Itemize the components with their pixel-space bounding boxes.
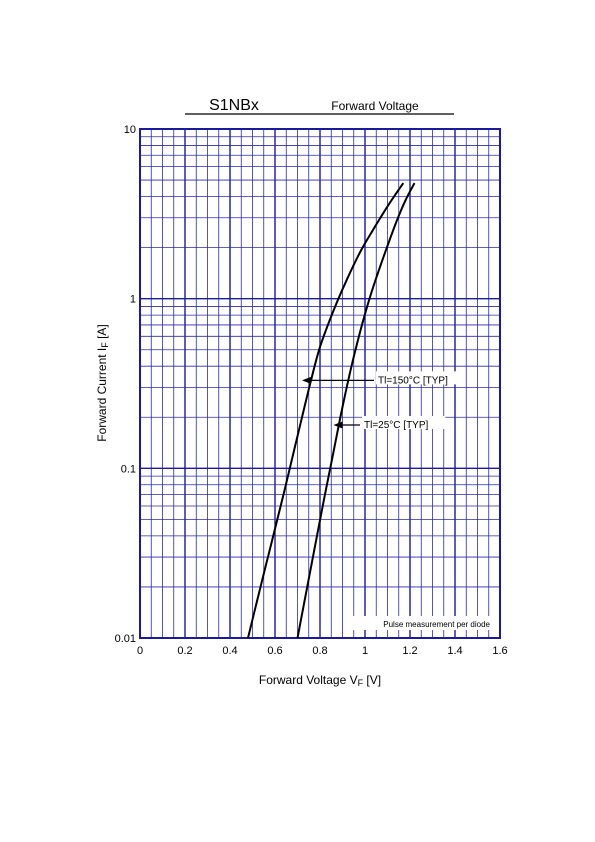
x-tick-label: 1.6 bbox=[492, 645, 507, 657]
x-tick-label: 0 bbox=[137, 645, 143, 657]
annotation-150c: Tl=150°C [TYP] bbox=[378, 375, 448, 386]
y-tick-label: 1 bbox=[130, 294, 136, 306]
y-axis-label-main: Forward Current I bbox=[95, 348, 109, 442]
annotation-background bbox=[376, 371, 466, 385]
series-150c-line bbox=[247, 182, 405, 639]
chart-title: S1NBx bbox=[209, 97, 259, 114]
x-axis-label-unit: [V] bbox=[363, 673, 381, 687]
x-axis-label-subscript: F bbox=[358, 678, 364, 688]
x-tick-label: 1.2 bbox=[402, 645, 417, 657]
x-tick-label: 0.6 bbox=[267, 645, 282, 657]
y-tick-label: 0.01 bbox=[115, 633, 136, 645]
series-annotations: Tl=150°C [TYP] Tl=25°C [TYP] bbox=[302, 371, 466, 431]
x-tick-label: 1 bbox=[362, 645, 368, 657]
x-tick-label: 0.8 bbox=[312, 645, 327, 657]
y-tick-labels: 0.01 0.1 1 10 bbox=[115, 124, 136, 645]
annotation-arrowhead bbox=[333, 421, 343, 429]
x-tick-label: 0.2 bbox=[177, 645, 192, 657]
x-axis-label-main: Forward Voltage V bbox=[259, 673, 358, 687]
annotation-25c: Tl=25°C [TYP] bbox=[364, 420, 429, 431]
chart-grid bbox=[139, 129, 501, 639]
y-axis-label: Forward Current IF [A] bbox=[95, 324, 110, 442]
annotation-arrowhead bbox=[302, 376, 311, 384]
y-axis-label-unit: [A] bbox=[95, 324, 109, 342]
x-axis-label: Forward Voltage VF [V] bbox=[259, 673, 381, 688]
pulse-note: Pulse measurement per diode bbox=[383, 620, 490, 629]
y-axis-label-subscript: F bbox=[100, 342, 110, 348]
x-tick-label: 0.4 bbox=[222, 645, 237, 657]
x-tick-label: 1.4 bbox=[447, 645, 462, 657]
plot-frame bbox=[139, 128, 501, 639]
y-tick-label: 10 bbox=[124, 124, 136, 136]
note-background bbox=[344, 616, 494, 630]
annotation-background bbox=[362, 416, 446, 430]
x-tick-labels: 0 0.2 0.4 0.6 0.8 1 1.2 1.4 1.6 bbox=[137, 645, 508, 657]
chart-subtitle: Forward Voltage bbox=[331, 99, 419, 113]
series-25c-line bbox=[296, 182, 416, 639]
y-tick-label: 0.1 bbox=[121, 463, 136, 475]
